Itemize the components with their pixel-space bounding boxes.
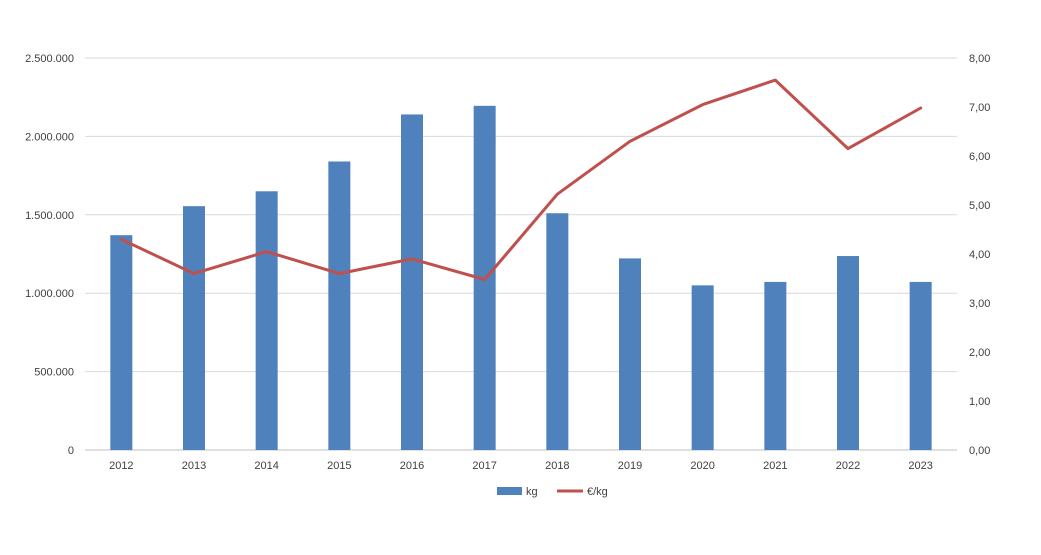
bar-kg-2021 [764, 281, 787, 450]
left-axis-tick-label: 0 [68, 445, 74, 457]
bar-kg-2016 [401, 114, 423, 450]
right-axis-tick-label: 3,00 [969, 298, 990, 310]
x-axis-tick-label: 2016 [400, 460, 424, 472]
right-axis-tick-label: 6,00 [969, 151, 990, 163]
x-axis-tick-label: 2021 [763, 460, 787, 472]
legend-swatch-kg [497, 487, 522, 495]
x-axis-tick-label: 2017 [472, 460, 496, 472]
bar-kg-2013 [183, 206, 205, 450]
bar-kg-2020 [691, 285, 714, 450]
x-axis-tick-label: 2013 [182, 460, 206, 472]
left-y-axis: 0 500.000 1.000.000 1.500.000 2.000.000 2.500… [25, 53, 74, 457]
left-axis-tick-label: 2.000.000 [25, 131, 74, 143]
bar-kg-2014 [255, 191, 278, 450]
bar-kg-2018 [546, 213, 569, 450]
bar-kg-2023 [909, 281, 932, 450]
right-axis-tick-label: 4,00 [969, 249, 990, 261]
right-y-axis: 0,00 1,00 2,00 3,00 4,00 5,00 6,00 7,00 8,00 [969, 53, 990, 457]
x-axis: 2012 2013 2014 2015 2016 2017 2018 2019 2020 2021… [109, 460, 933, 472]
line-series-eur-per-kg [119, 78, 923, 281]
left-axis-tick-label: 500.000 [34, 367, 74, 379]
bar-kg-2022 [837, 256, 859, 450]
right-axis-tick-label: 8,00 [969, 53, 990, 65]
bar-kg-2015 [328, 161, 351, 450]
right-axis-tick-label: 5,00 [969, 200, 990, 212]
right-axis-tick-label: 7,00 [969, 102, 990, 114]
x-axis-tick-label: 2012 [109, 460, 133, 472]
legend-label-eur-per-kg: €/kg [587, 486, 608, 498]
line-eur-per-kg [119, 78, 923, 281]
right-axis-tick-label: 0,00 [969, 445, 990, 457]
left-axis-tick-label: 1.000.000 [25, 288, 74, 300]
x-axis-tick-label: 2015 [327, 460, 351, 472]
x-axis-tick-label: 2019 [618, 460, 642, 472]
right-axis-tick-label: 2,00 [969, 347, 990, 359]
x-axis-tick-label: 2023 [908, 460, 932, 472]
x-axis-tick-label: 2020 [690, 460, 714, 472]
x-axis-tick-label: 2014 [254, 460, 278, 472]
legend: kg €/kg [497, 486, 608, 498]
x-axis-tick-label: 2022 [836, 460, 860, 472]
bar-kg-2019 [619, 258, 641, 450]
legend-label-kg: kg [526, 486, 538, 498]
x-axis-tick-label: 2018 [545, 460, 569, 472]
left-axis-tick-label: 2.500.000 [25, 53, 74, 65]
bar-series-kg [110, 105, 932, 450]
gridlines [85, 57, 957, 451]
left-axis-tick-label: 1.500.000 [25, 210, 74, 222]
right-axis-tick-label: 1,00 [969, 396, 990, 408]
bar-kg-2012 [110, 235, 133, 450]
